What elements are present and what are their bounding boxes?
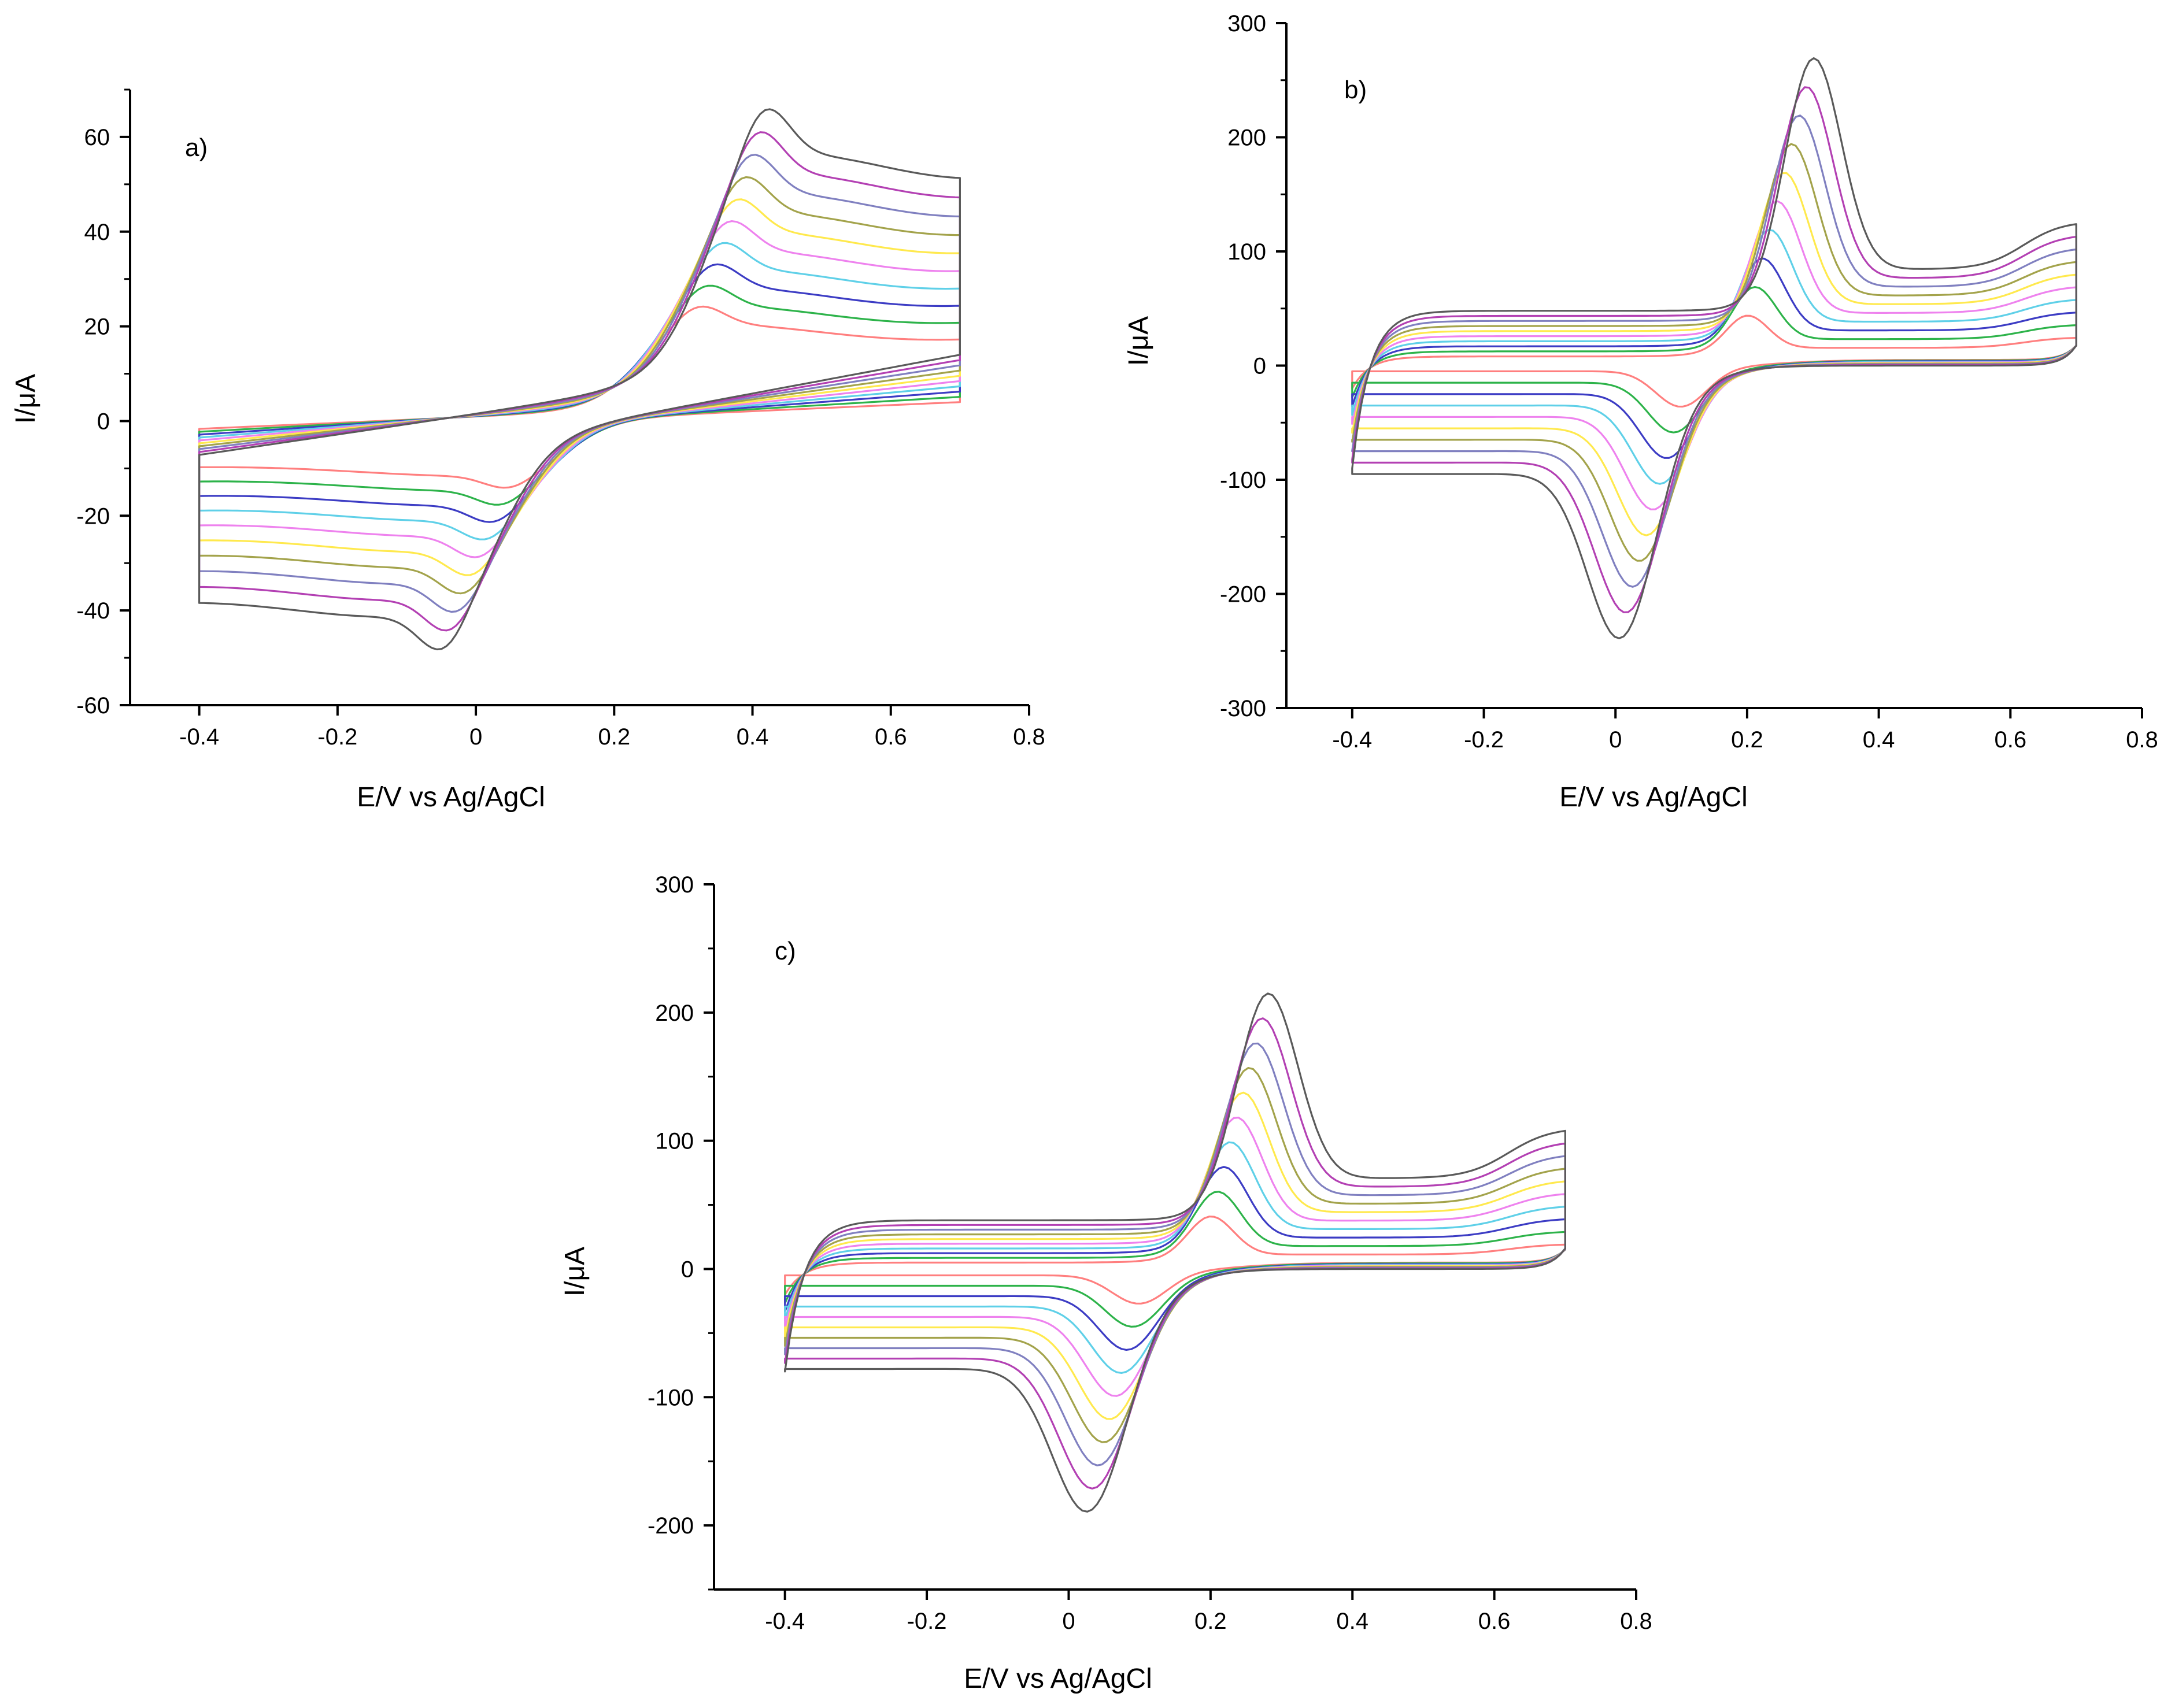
y-tick-label: 20 (84, 314, 110, 340)
cv-curve-scan-10 (1351, 57, 2077, 639)
x-tick-label: 0.2 (1194, 1609, 1227, 1634)
panel-c: c) E/V vs Ag/AgCl I/μA -0.4 -0.2 0 0.2 0.4 0.… (560, 872, 1652, 1694)
y-tick-label: 200 (655, 1001, 694, 1026)
x-tick-label: -0.2 (907, 1609, 947, 1634)
x-tick-label: 0.6 (875, 724, 907, 750)
x-tick-label: 0.8 (2126, 727, 2158, 753)
y-tick-label: -200 (1220, 582, 1266, 607)
cv-curve-scan-5 (784, 1116, 1566, 1397)
x-tick-label: 0.4 (1863, 727, 1895, 753)
x-tick-label: -0.2 (317, 724, 357, 750)
cv-curve-scan-6 (1351, 172, 2077, 536)
y-tick-label: 0 (681, 1257, 694, 1282)
y-tick-label: -100 (1220, 468, 1266, 493)
panel-c-ylabel: I/μA (560, 1247, 590, 1296)
x-tick-label: 0.2 (598, 724, 631, 750)
x-tick-label: 0.4 (1336, 1609, 1368, 1634)
x-tick-label: -0.4 (765, 1609, 805, 1634)
cv-curve-scan-4 (198, 242, 961, 540)
x-tick-label: -0.4 (179, 724, 219, 750)
panel-b: b) E/V vs Ag/AgCl I/μA -0.4 -0.2 0 0.2 0.4 0.… (1123, 11, 2158, 813)
cv-curve-scan-7 (784, 1067, 1566, 1443)
x-tick-label: 0.6 (1995, 727, 2027, 753)
panel-a-label: a) (185, 134, 208, 162)
cv-curve-scan-10 (784, 992, 1566, 1513)
panel-b-ylabel: I/μA (1123, 316, 1154, 366)
panel-b-xlabel: E/V vs Ag/AgCl (1559, 782, 1747, 813)
x-tick-label: 0.6 (1478, 1609, 1511, 1634)
y-tick-label: -100 (648, 1385, 694, 1410)
y-tick-label: -300 (1220, 696, 1266, 721)
x-tick-label: -0.2 (1464, 727, 1504, 753)
panel-c-label: c) (775, 937, 796, 965)
y-tick-label: 60 (84, 125, 110, 150)
x-tick-label: 0.8 (1620, 1609, 1652, 1634)
panel-b-label: b) (1344, 76, 1367, 104)
x-tick-label: 0 (1609, 727, 1622, 753)
x-tick-label: 0.2 (1731, 727, 1763, 753)
y-tick-label: 40 (84, 220, 110, 245)
cv-curve-scan-9 (198, 131, 961, 632)
y-tick-label: 100 (1227, 239, 1266, 265)
y-tick-label: -20 (76, 503, 110, 529)
x-tick-label: -0.4 (1332, 727, 1372, 753)
y-tick-label: 100 (655, 1129, 694, 1154)
y-tick-label: 300 (1227, 11, 1266, 36)
x-tick-label: 0 (469, 724, 482, 750)
y-tick-label: 0 (1253, 354, 1266, 379)
y-tick-label: -200 (648, 1513, 694, 1539)
cv-curve-scan-8 (198, 154, 961, 613)
cv-curve-scan-7 (198, 176, 961, 595)
y-tick-label: 300 (655, 872, 694, 898)
cv-curve-scan-10 (198, 108, 961, 651)
y-tick-label: 200 (1227, 125, 1266, 151)
cv-curve-scan-6 (784, 1091, 1566, 1420)
panel-a-xlabel: E/V vs Ag/AgCl (357, 782, 545, 813)
x-tick-label: 0 (1062, 1609, 1075, 1634)
x-tick-label: 0.4 (737, 724, 769, 750)
panel-c-xlabel: E/V vs Ag/AgCl (964, 1663, 1152, 1694)
y-tick-label: -60 (76, 693, 110, 718)
cv-curve-scan-9 (1351, 86, 2077, 613)
panel-a-ylabel: I/μA (10, 374, 41, 424)
panel-a: a) E/V vs Ag/AgCl I/μA -0.4 -0.2 0 0.2 0.4 0.… (10, 88, 1045, 813)
y-tick-label: 0 (97, 409, 110, 434)
x-tick-label: 0.8 (1013, 724, 1045, 750)
y-tick-label: -40 (76, 598, 110, 624)
